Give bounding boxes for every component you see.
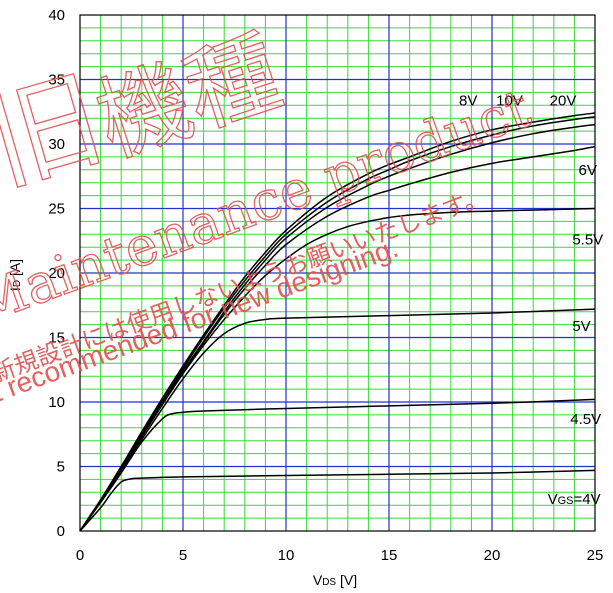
y-tick-label: 5 <box>57 459 65 476</box>
curve-label: 5.5V <box>572 232 603 249</box>
watermark-kanji-2: 機種 <box>85 18 293 177</box>
x-axis-label: VDS [V] <box>313 572 357 588</box>
curve-vgs-4v <box>79 469 596 532</box>
x-tick-label: 25 <box>587 547 604 564</box>
curve-labels: 20V 10V 8V 6V 5.5V 5V 4.5V VGS=4V <box>459 92 603 508</box>
watermark: 旧 機種 Maintenance product 新規設計には使用しないようお願… <box>0 17 539 420</box>
curve-label: 20V <box>550 92 577 109</box>
plot-frame <box>79 14 596 532</box>
x-tick-label: 10 <box>278 547 295 564</box>
y-tick-label: 35 <box>48 72 65 89</box>
x-tick-label: 5 <box>179 547 187 564</box>
curve-label: VGS=4V <box>548 491 601 508</box>
y-tick-label: 30 <box>48 136 65 153</box>
curve-label: 4.5V <box>570 411 601 428</box>
y-tick-label: 40 <box>48 7 65 24</box>
y-tick-label: 20 <box>48 265 65 282</box>
y-tick-label: 0 <box>57 523 65 540</box>
x-tick-label: 0 <box>76 547 84 564</box>
y-tick-label: 25 <box>48 201 65 218</box>
curve-4.5v <box>79 398 596 532</box>
y-tick-labels: 0 5 10 15 20 25 30 35 40 <box>48 7 65 540</box>
x-tick-labels: 0 5 10 15 20 25 <box>76 547 604 564</box>
grid-major-lines <box>80 15 595 531</box>
curve-label: 10V <box>496 92 523 109</box>
y-tick-label: 15 <box>48 330 65 347</box>
y-tick-label: 10 <box>48 394 65 411</box>
curves <box>79 112 596 532</box>
curve-label: 8V <box>459 92 477 109</box>
curve-label: 6V <box>579 162 597 179</box>
curve-20v <box>79 112 596 532</box>
x-tick-label: 15 <box>381 547 398 564</box>
y-axis-label: ID [A] <box>7 259 23 291</box>
curve-label: 5V <box>572 318 590 335</box>
curve-5v <box>79 308 596 532</box>
x-tick-label: 20 <box>484 547 501 564</box>
